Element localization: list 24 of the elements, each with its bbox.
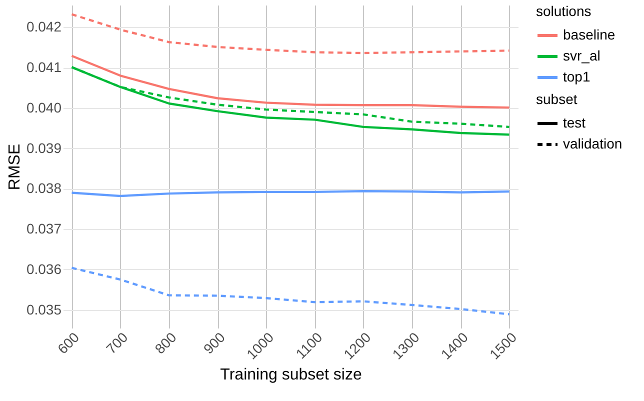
text: subset (536, 91, 578, 107)
x-axis-title: Training subset size (220, 366, 362, 384)
y-tick-label: 0.041 (26, 59, 62, 76)
text: test (563, 114, 586, 130)
y-tick-label: 0.038 (26, 180, 62, 196)
y-tick-label: 0.040 (26, 99, 62, 116)
y-tick-label: 0.042 (26, 18, 62, 35)
line-series (70, 54, 510, 109)
y-tick-label: 0.037 (26, 220, 62, 237)
y-axis-title: RMSE (6, 144, 24, 190)
line-series (70, 266, 510, 316)
legend-label: baseline (563, 26, 616, 42)
line-series (70, 13, 510, 54)
x-tick-label: 600 (54, 328, 82, 357)
x-tick-label: 700 (102, 328, 131, 357)
x-tick-label: 900 (200, 328, 228, 357)
y-tick-label: 0.039 (26, 140, 62, 156)
legend-label: svr_al (563, 48, 600, 64)
x-tick-label: 800 (152, 328, 180, 357)
y-tick-label: 0.035 (26, 301, 62, 318)
y-tick-label: 0.036 (26, 260, 62, 277)
text: validation (563, 136, 622, 152)
text: solutions (536, 3, 592, 19)
legend-label: top1 (563, 68, 590, 84)
